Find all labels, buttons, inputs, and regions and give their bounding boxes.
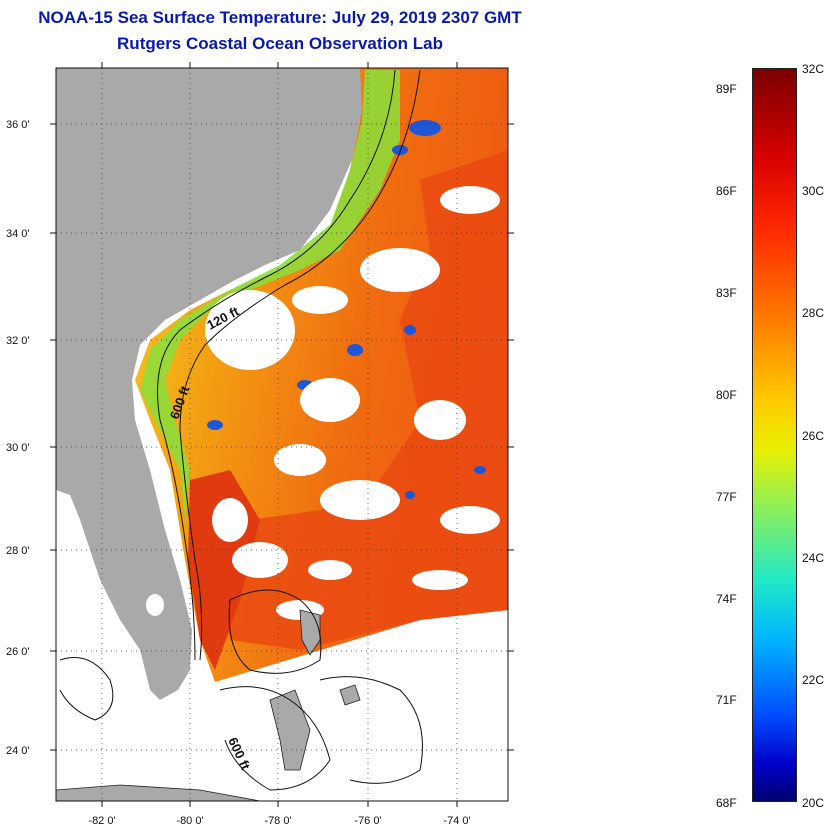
colorbar-f-label: 68F — [716, 796, 737, 810]
lat-label: 26 0' — [6, 646, 30, 658]
colorbar-c-label: 22C — [802, 673, 825, 687]
lat-label: 32 0' — [6, 335, 30, 347]
lon-label: -76 0' — [354, 815, 381, 827]
land-mainland — [56, 68, 362, 700]
colorbar-f-label: 89F — [716, 82, 737, 96]
lon-label: -80 0' — [176, 815, 203, 827]
colorbar-f-label: 74F — [716, 592, 737, 606]
lat-label: 24 0' — [6, 745, 30, 757]
graticule — [56, 68, 508, 801]
map-frame — [55, 67, 509, 802]
map-title: NOAA-15 Sea Surface Temperature: July 29… — [38, 8, 522, 27]
depth-contours — [59, 69, 423, 791]
colorbar-f-label: 80F — [716, 388, 737, 402]
colorbar-f-label: 71F — [716, 693, 737, 707]
lat-label: 30 0' — [6, 442, 30, 454]
nearshore-cool-band — [140, 70, 400, 520]
colorbar-f-label: 86F — [716, 184, 737, 198]
lon-label: -78 0' — [264, 815, 291, 827]
lon-label: -82 0' — [88, 815, 115, 827]
bahamas-land — [269, 609, 361, 771]
cool-water-patches — [207, 120, 486, 499]
map-subtitle: Rutgers Coastal Ocean Observation Lab — [117, 34, 443, 53]
colorbar-c-label: 32C — [802, 62, 825, 76]
colorbar-c-label: 30C — [802, 184, 825, 198]
lat-label: 28 0' — [6, 545, 30, 557]
colorbar-c-label: 26C — [802, 429, 825, 443]
lake-okeechobee — [146, 594, 164, 616]
colorbar-f-label: 83F — [716, 286, 737, 300]
gulf-no-data — [56, 490, 150, 690]
lat-label: 36 0' — [6, 119, 30, 131]
colorbar-c-label: 28C — [802, 306, 825, 320]
lon-label: -74 0' — [443, 815, 470, 827]
colorbar-c-label: 24C — [802, 551, 825, 565]
cuba-land — [56, 784, 261, 801]
cloud-mask — [205, 186, 500, 620]
temperature-colorbar — [752, 68, 797, 802]
lat-label: 34 0' — [6, 228, 30, 240]
colorbar-f-label: 77F — [716, 490, 737, 504]
colorbar-c-label: 20C — [802, 796, 825, 810]
